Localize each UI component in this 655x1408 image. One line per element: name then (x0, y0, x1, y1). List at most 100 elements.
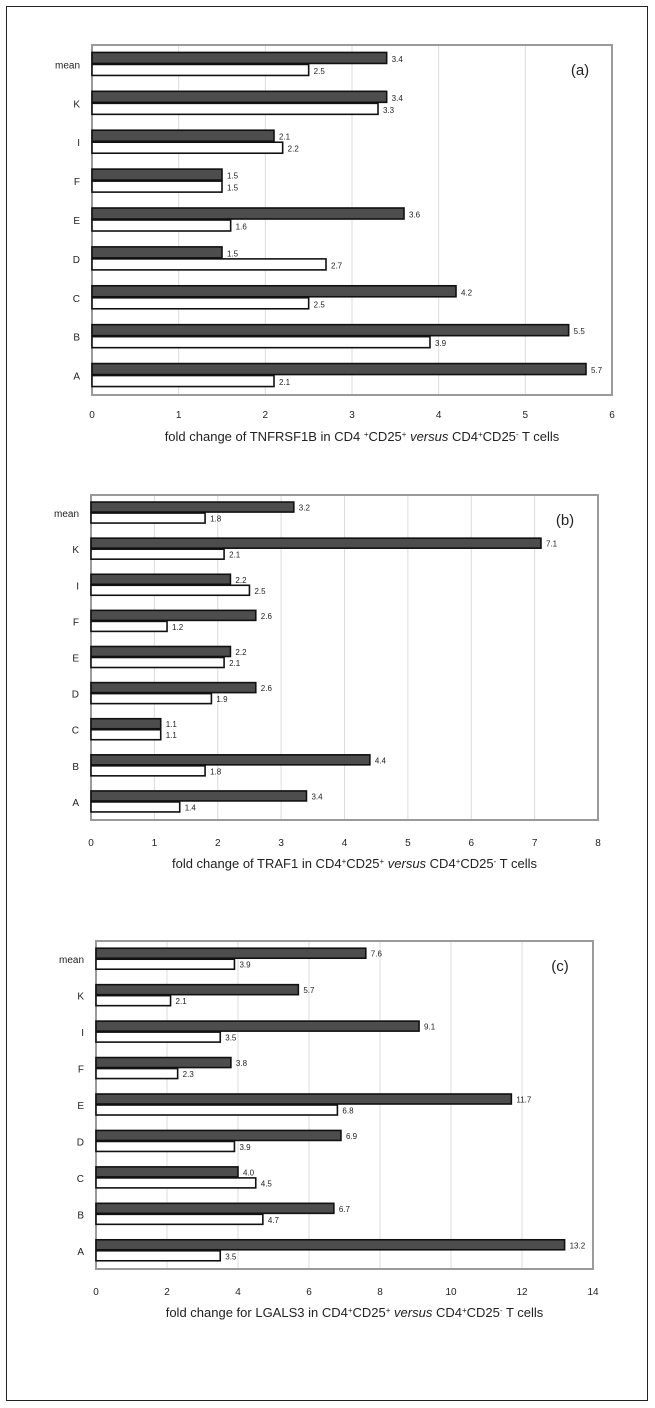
bar-dark (90, 790, 308, 802)
data-label: 2.1 (176, 997, 188, 1006)
category-label: D (77, 1137, 84, 1148)
bar-dark (95, 947, 367, 960)
data-label: 4.2 (461, 288, 473, 297)
data-label: 9.1 (424, 1023, 436, 1032)
bar-light (95, 1067, 179, 1080)
bar-dark (91, 51, 388, 65)
data-label: 2.5 (314, 67, 326, 76)
data-label: 2.1 (279, 133, 291, 142)
bar-dark (90, 537, 542, 549)
bar-dark (90, 501, 295, 513)
data-label: 6.8 (342, 1107, 354, 1116)
x-tick-label: 7 (532, 838, 538, 849)
data-label: 1.1 (166, 720, 178, 729)
bar-dark (90, 645, 232, 658)
bar-light (91, 258, 327, 271)
data-label: 5.7 (591, 366, 603, 375)
data-label: 3.5 (225, 1034, 237, 1043)
data-label: 3.4 (311, 792, 323, 801)
x-tick-label: 6 (468, 838, 474, 849)
bar-dark (95, 983, 300, 996)
bar-light (90, 765, 206, 777)
bar-dark (91, 246, 223, 259)
data-label: 11.7 (516, 1096, 532, 1105)
data-label: 2.7 (331, 261, 343, 270)
bar-light (90, 692, 213, 705)
bar-light (95, 1177, 257, 1189)
data-label: 4.0 (243, 1168, 255, 1177)
category-label: C (77, 1174, 84, 1185)
bar-light (91, 296, 310, 310)
bar-light (91, 180, 223, 193)
category-label: C (73, 294, 80, 305)
x-tick-label: 6 (306, 1287, 312, 1298)
bar-dark (95, 1093, 513, 1105)
bar-dark (95, 1202, 335, 1215)
x-tick-label: 8 (377, 1287, 383, 1298)
bar-dark (91, 168, 223, 181)
data-label: 2.3 (183, 1070, 195, 1079)
category-label: F (74, 177, 80, 188)
data-label: 6.7 (339, 1205, 351, 1214)
data-label: 3.9 (239, 961, 251, 970)
bar-dark (95, 1166, 239, 1178)
category-label: D (73, 255, 80, 266)
data-label: 3.3 (383, 106, 395, 115)
bar-light (91, 63, 310, 77)
x-tick-label: 4 (436, 410, 442, 421)
x-tick-label: 3 (349, 410, 355, 421)
category-label: F (78, 1065, 84, 1076)
bar-dark (91, 284, 457, 298)
x-tick-label: 2 (263, 410, 269, 421)
bar-dark (90, 609, 257, 622)
data-label: 2.1 (229, 551, 241, 560)
x-tick-label: 1 (176, 410, 182, 421)
data-label: 4.5 (261, 1179, 273, 1188)
x-tick-label: 0 (89, 410, 95, 421)
data-label: 3.2 (299, 504, 311, 513)
data-label: 3.4 (392, 94, 404, 103)
bar-light (90, 548, 225, 560)
data-label: 2.5 (254, 587, 266, 596)
x-tick-label: 8 (595, 838, 601, 849)
bar-dark (95, 1056, 232, 1069)
data-label: 1.4 (185, 803, 197, 812)
bar-light (91, 102, 379, 116)
category-label: E (73, 216, 80, 227)
bar-dark (95, 1020, 420, 1032)
category-label: B (73, 333, 80, 344)
x-tick-label: 12 (516, 1287, 528, 1298)
category-label: A (73, 372, 80, 383)
data-label: 3.6 (409, 211, 421, 220)
category-label: B (77, 1210, 84, 1221)
category-label: E (72, 654, 79, 665)
bar-dark (95, 1238, 566, 1251)
category-label: K (77, 992, 84, 1003)
bar-light (91, 219, 232, 232)
data-label: 5.5 (574, 327, 586, 336)
data-label: 1.8 (210, 767, 222, 776)
data-label: 1.5 (227, 249, 239, 258)
bar-dark (90, 681, 257, 694)
bar-light (95, 958, 236, 971)
bar-dark (91, 129, 275, 143)
chart-panel-c: 0 2 4 6 8 10 12 14 mean 7.6 3.9 K 5.7 2.1 I 9.1 3.5 F 3.8 2… (59, 940, 599, 1320)
x-tick-label: 5 (523, 410, 529, 421)
x-tick-label: 2 (215, 838, 221, 849)
data-label: 6.9 (346, 1132, 358, 1141)
data-label: 3.9 (239, 1143, 251, 1152)
bar-light (95, 1031, 222, 1043)
data-label: 2.2 (288, 145, 300, 154)
x-tick-label: 14 (587, 1287, 599, 1298)
data-label: 1.8 (210, 515, 222, 524)
x-tick-label: 2 (164, 1287, 170, 1298)
bar-light (95, 1140, 236, 1153)
category-label: mean (55, 60, 80, 71)
bar-dark (91, 323, 570, 337)
data-label: 2.1 (279, 378, 291, 387)
category-label: B (72, 762, 79, 773)
data-label: 1.6 (236, 223, 248, 232)
bar-light (90, 801, 181, 813)
data-label: 3.9 (435, 339, 447, 348)
bar-light (90, 584, 251, 597)
